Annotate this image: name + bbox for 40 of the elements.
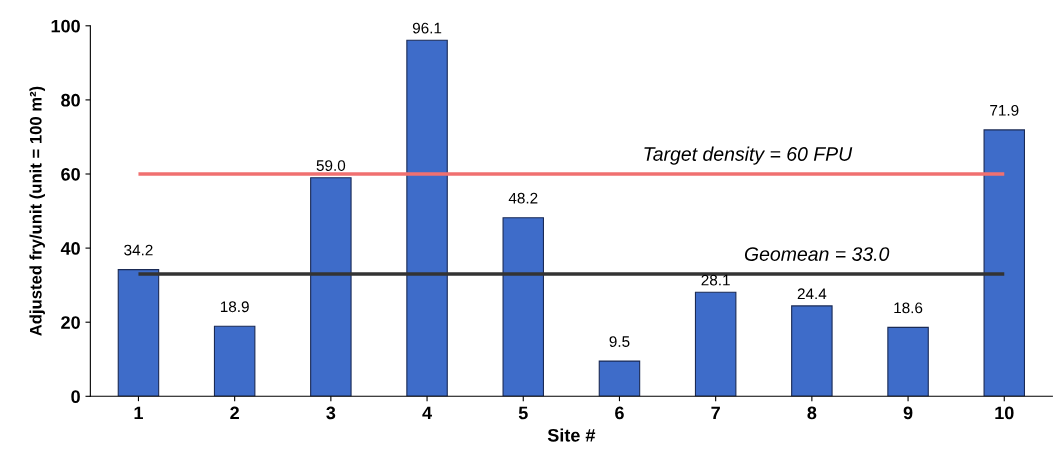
bar (983, 129, 1026, 397)
x-tick-label: 1 (134, 406, 143, 420)
x-tick-label: 10 (995, 406, 1014, 420)
data-label: 48.2 (508, 192, 538, 204)
bar (310, 177, 352, 397)
x-tick-label: 2 (230, 406, 239, 420)
bar (213, 325, 256, 397)
x-tick-label: 6 (615, 406, 624, 420)
ref-line-label: Geomean = 33.0 (744, 247, 890, 261)
x-tick-label: 7 (711, 406, 720, 420)
data-label: 9.5 (609, 336, 630, 347)
x-tick-label: 9 (903, 406, 913, 420)
y-tick-label: 60 (61, 167, 80, 181)
x-tick-label: 4 (422, 406, 432, 420)
y-tick-label: 0 (71, 390, 80, 404)
data-label: 71.9 (990, 104, 1019, 116)
y-tick-label: 100 (51, 19, 80, 33)
ref-line-label: Target density = 60 FPU (644, 146, 853, 165)
bar (598, 360, 641, 397)
x-axis-title: Site # (547, 428, 596, 442)
y-tick-label: 80 (61, 93, 80, 107)
bar (694, 291, 737, 397)
bar (887, 326, 929, 397)
bar (791, 305, 833, 397)
data-label: 59.0 (316, 160, 346, 171)
data-label: 34.2 (124, 244, 153, 256)
data-label: 18.9 (220, 301, 249, 313)
data-label: 24.4 (797, 288, 827, 300)
y-axis-title: Adjusted fry/unit (unit = 100 m²) (29, 86, 45, 336)
x-tick-label: 5 (518, 406, 528, 420)
y-tick-label: 20 (61, 316, 80, 329)
data-label: 96.1 (412, 22, 442, 34)
x-tick-label: 8 (807, 406, 817, 420)
data-label: 18.6 (894, 302, 923, 314)
bar (117, 269, 160, 397)
y-tick-label: 40 (60, 242, 80, 255)
bar (502, 217, 545, 397)
x-tick-label: 3 (326, 406, 336, 420)
data-label: 28.1 (701, 274, 730, 286)
bar (406, 39, 448, 397)
